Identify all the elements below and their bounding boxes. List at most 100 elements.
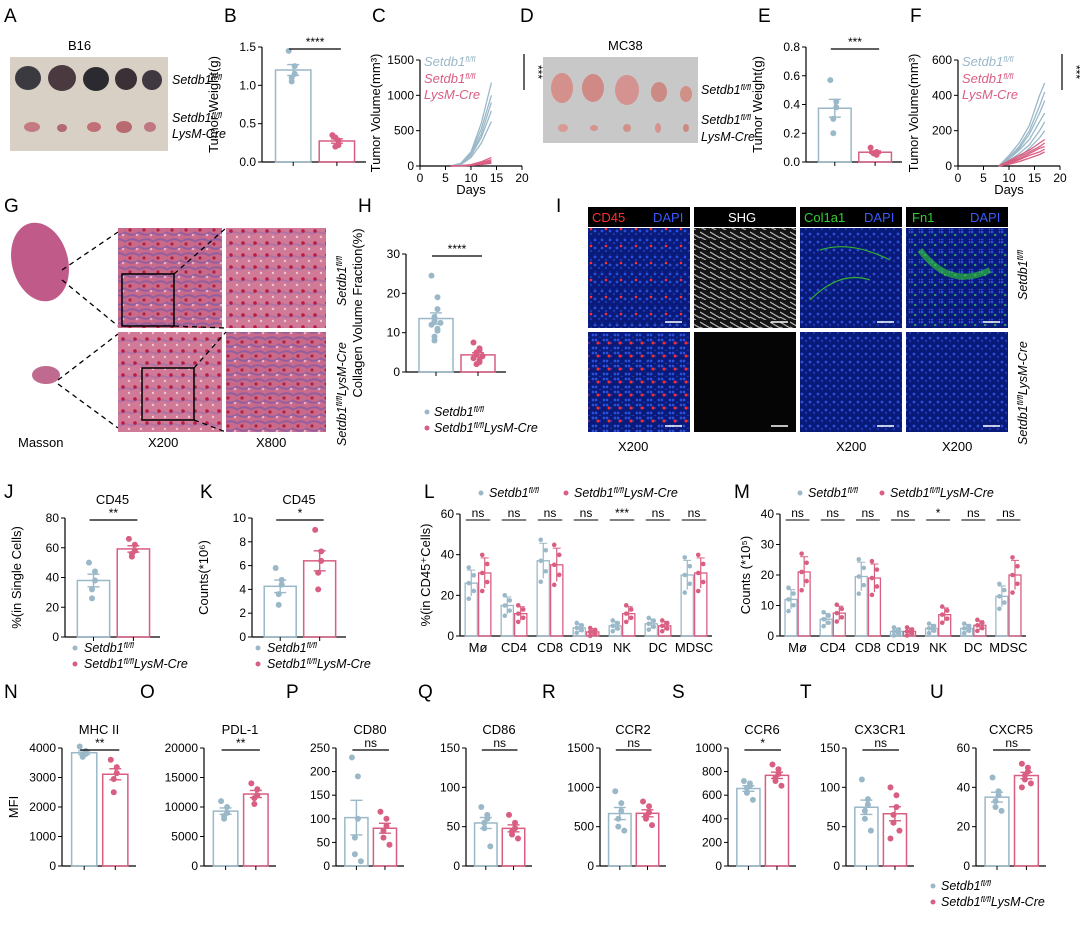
data-point <box>551 542 557 548</box>
data-point <box>471 573 477 578</box>
data-point <box>687 581 693 587</box>
data-point <box>830 130 837 137</box>
data-point <box>502 592 508 598</box>
data-point <box>592 627 598 633</box>
y-tick-label: 0 <box>52 630 59 644</box>
data-point <box>628 615 634 621</box>
chart-tumor-volume-mc38: 0 200 400 600 0 5 10 15 20 Days Tumor Volume(mm³) S… <box>906 53 1080 197</box>
y-tick-label: 0 <box>767 629 774 643</box>
data-point <box>351 834 358 841</box>
svg-text:Setdb1fl/fl: Setdb1fl/fl <box>489 486 539 501</box>
bar <box>1013 774 1040 867</box>
data-point <box>466 596 472 602</box>
data-point <box>315 569 322 576</box>
data-point <box>113 770 120 777</box>
significance-label: ns <box>826 506 839 520</box>
data-point <box>470 355 477 362</box>
panel-label-k: K <box>200 482 213 503</box>
data-point <box>975 623 980 628</box>
data-point <box>799 551 804 556</box>
data-point <box>318 557 325 564</box>
y-tick-label: 1500 <box>567 741 594 755</box>
data-point <box>251 795 258 802</box>
bar <box>607 812 632 867</box>
data-point <box>944 608 950 613</box>
y-tick-label: 4 <box>239 582 246 596</box>
significance-label: ns <box>580 506 593 520</box>
bar <box>764 774 790 867</box>
significance-label: **** <box>306 35 325 49</box>
chart-pdl1-mfi: 0 5000 10000 15000 20000 PDL-1** <box>165 722 276 873</box>
data-point <box>869 592 875 598</box>
data-point <box>743 785 750 792</box>
y-tick-label: 0 <box>323 859 330 873</box>
x-tick-label: NK <box>613 640 631 655</box>
data-point <box>743 789 750 796</box>
growth-curve <box>450 121 492 167</box>
chart-tumor-weight-mc38: 0.0 0.2 0.4 0.6 0.8 Tumor Weight(g) *** <box>750 35 902 169</box>
panel-label-q: Q <box>418 682 433 703</box>
data-point <box>975 617 980 623</box>
data-point <box>543 547 549 553</box>
panel-i-fn1-header: Fn1 <box>912 210 934 225</box>
data-point <box>125 535 132 542</box>
data-point <box>479 588 485 594</box>
panel-g-caption-x800: X800 <box>256 435 286 450</box>
data-point <box>896 627 902 632</box>
significance-label: **** <box>448 242 467 256</box>
data-point <box>612 788 619 795</box>
data-point <box>890 819 897 826</box>
y-tick-label: 0.2 <box>783 126 800 140</box>
growth-curve <box>998 91 1046 167</box>
chart-tumor-weight-b16: 0.0 0.5 1.0 1.5 Tumor Weight(g) **** <box>206 35 366 169</box>
y-tick-label: 60 <box>957 741 971 755</box>
data-point <box>700 579 706 585</box>
growth-curve <box>998 142 1046 167</box>
data-point <box>804 578 809 584</box>
data-point <box>909 631 915 636</box>
significance-label: * <box>936 506 941 520</box>
data-point <box>431 337 438 344</box>
panel-d-label-control: Setdb1fl/fl <box>701 83 751 98</box>
data-point <box>839 615 845 620</box>
panel-h-legend: Setdb1fl/fl Setdb1fl/flLysM-Cre <box>424 405 538 435</box>
data-point <box>386 841 393 848</box>
data-point <box>479 570 485 576</box>
data-point <box>278 576 285 583</box>
legend-cko: Setdb1fl/fl <box>962 71 1014 86</box>
data-point <box>113 764 120 771</box>
data-point <box>487 843 494 850</box>
y-tick-label: 3000 <box>29 771 56 785</box>
x-tick-label: CD19 <box>886 640 919 655</box>
panel-label-j: J <box>4 482 14 503</box>
y-tick-label: 600 <box>702 788 722 802</box>
data-point <box>997 606 1002 612</box>
chart-title: CD45 <box>96 492 129 507</box>
data-point <box>89 595 95 602</box>
chart-tumor-volume-b16: 0 500 1000 1500 0 5 10 15 20 Days Tumor Volume(mm³… <box>368 53 545 197</box>
data-point <box>695 588 701 594</box>
data-point <box>804 560 809 566</box>
data-point <box>904 625 910 630</box>
data-point <box>574 630 580 636</box>
significance-label: ns <box>791 506 804 520</box>
panel-i-caption-2: X200 <box>836 439 866 454</box>
mc38-tumor-photo <box>543 57 698 143</box>
data-point <box>543 568 549 574</box>
x-tick-label: CD4 <box>820 640 846 655</box>
y-tick-label: 200 <box>702 835 722 849</box>
y-tick-label: 0 <box>587 859 594 873</box>
x-tick-label: NK <box>929 640 947 655</box>
bar <box>736 787 761 867</box>
y-axis-label: Counts(*10⁶) <box>196 540 211 615</box>
data-point <box>896 631 902 636</box>
data-point <box>618 807 625 814</box>
significance-label: *** <box>848 35 862 49</box>
x-tick-label: DC <box>649 640 668 655</box>
y-tick-label: 100 <box>820 780 840 794</box>
significance-label: ns <box>688 506 701 520</box>
panel-label-o: O <box>140 682 155 703</box>
data-point <box>870 150 877 157</box>
data-point <box>687 563 693 569</box>
